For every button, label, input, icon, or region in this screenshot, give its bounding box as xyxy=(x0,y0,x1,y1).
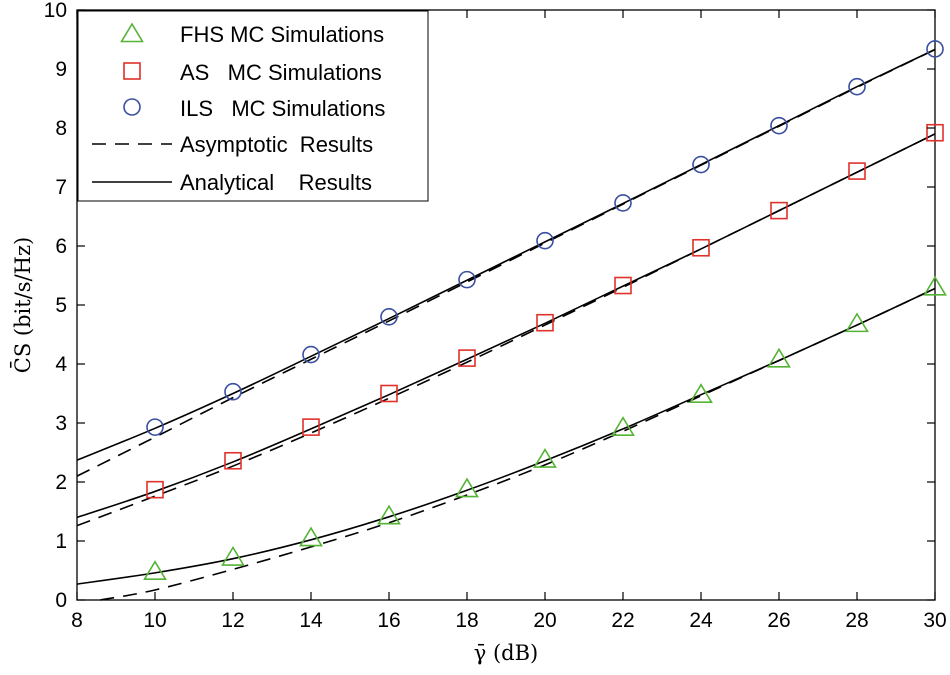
ils-marker xyxy=(770,116,788,135)
fhs-marker xyxy=(689,383,713,403)
legend-item-asymptotic: Asymptotic Results xyxy=(92,132,373,157)
ils-marker xyxy=(224,382,242,401)
legend-item-as: AS MC Simulations xyxy=(123,60,382,85)
legend-square-marker xyxy=(123,62,141,80)
legend-label-asymptotic: Asymptotic Results xyxy=(180,132,373,157)
analytical-line-fhs xyxy=(76,287,936,585)
x-tick-label: 10 xyxy=(143,609,166,632)
as-marker xyxy=(770,201,788,220)
fhs-marker xyxy=(377,504,401,525)
x-tick-label: 30 xyxy=(923,609,946,632)
legend-label-fhs: FHS MC Simulations xyxy=(180,22,384,47)
as-marker xyxy=(848,162,866,180)
as-marker xyxy=(380,384,398,403)
ils-marker xyxy=(380,307,398,326)
ils-marker xyxy=(146,418,164,436)
y-tick-label: 9 xyxy=(55,58,67,81)
ils-marker xyxy=(926,40,944,58)
legend-triangle-marker xyxy=(120,22,144,43)
legend: FHS MC Simulations AS MC Simulations ILS… xyxy=(77,10,429,202)
fhs-marker xyxy=(299,526,323,547)
ils-marker xyxy=(614,194,632,212)
fhs-marker xyxy=(767,347,791,368)
legend-label-ils: ILS MC Simulations xyxy=(180,96,385,121)
x-tick-label: 16 xyxy=(377,609,400,632)
legend-circle-marker xyxy=(123,98,141,116)
y-tick-label: 2 xyxy=(55,471,67,494)
ils-marker xyxy=(458,270,476,289)
y-tick-label: 0 xyxy=(55,589,67,612)
asymptotic-line-as xyxy=(76,133,936,527)
fhs-marker xyxy=(611,416,635,437)
as-marker xyxy=(926,123,944,142)
markers xyxy=(143,40,947,580)
as-marker xyxy=(146,480,164,499)
x-tick-label: 18 xyxy=(455,609,478,632)
as-marker xyxy=(458,349,476,367)
fhs-marker xyxy=(455,477,479,498)
legend-label-as: AS MC Simulations xyxy=(180,60,382,85)
x-tick-label: 20 xyxy=(533,609,556,632)
x-axis-label: γ̄ (dB) xyxy=(474,641,539,665)
fhs-marker xyxy=(143,560,167,580)
as-marker xyxy=(692,238,710,257)
y-axis-label: C̄S (bit/s/Hz) xyxy=(10,237,35,373)
as-marker xyxy=(224,451,242,470)
ils-marker xyxy=(536,231,554,250)
y-tick-label: 7 xyxy=(55,176,67,199)
x-tick-label: 14 xyxy=(299,609,323,632)
x-tick-label: 24 xyxy=(689,609,713,632)
x-tick-label: 12 xyxy=(221,609,244,632)
as-marker xyxy=(536,313,554,332)
ils-marker xyxy=(302,345,320,364)
fhs-marker xyxy=(221,545,245,566)
x-tick-label: 26 xyxy=(767,609,790,632)
as-marker xyxy=(614,276,632,295)
legend-box xyxy=(77,10,429,202)
legend-item-ils: ILS MC Simulations xyxy=(123,96,385,121)
y-tick-label: 8 xyxy=(55,117,67,140)
y-tick-label: 10 xyxy=(44,0,67,22)
fhs-marker xyxy=(845,312,869,333)
y-tick-label: 1 xyxy=(55,530,67,553)
x-tick-label: 22 xyxy=(611,609,634,632)
legend-item-fhs: FHS MC Simulations xyxy=(120,22,384,47)
y-tick-label: 5 xyxy=(55,294,67,317)
as-marker xyxy=(302,418,320,436)
fhs-marker xyxy=(923,275,947,296)
x-tick-label: 28 xyxy=(845,609,868,632)
legend-label-analytical: Analytical Results xyxy=(180,170,372,195)
legend-item-analytical: Analytical Results xyxy=(92,170,372,195)
ils-marker xyxy=(848,77,866,96)
fhs-marker xyxy=(533,448,557,468)
x-tick-label: 8 xyxy=(71,609,83,632)
ils-marker xyxy=(692,155,710,174)
y-tick-label: 6 xyxy=(55,235,67,258)
y-tick-label: 3 xyxy=(55,412,67,435)
y-tick-label: 4 xyxy=(55,353,67,376)
